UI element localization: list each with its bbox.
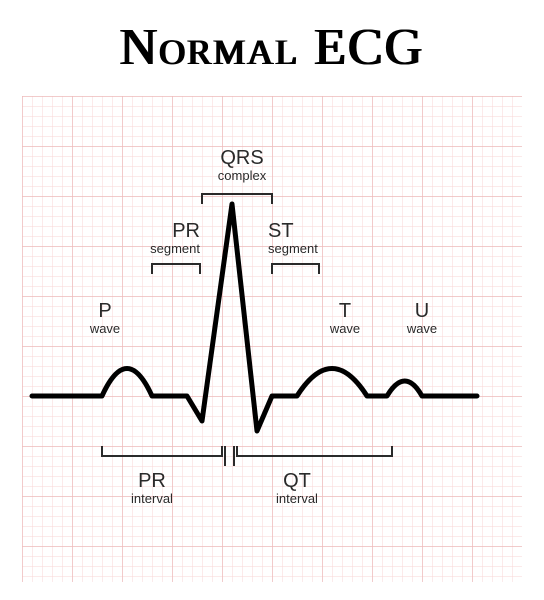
label-p-small: wave [80,322,130,335]
label-qrs-big: QRS [212,148,272,168]
label-qtin-small: interval [267,492,327,505]
grid-background [22,96,522,582]
ecg-grid-panel: QRS complex PR segment ST segment P wave… [22,96,522,582]
label-qtin-big: QT [267,471,327,491]
label-u-wave: U wave [397,301,447,335]
label-p-big: P [80,301,130,321]
label-prin-small: interval [122,492,182,505]
label-qrs-small: complex [212,169,272,182]
label-t-big: T [320,301,370,321]
label-prseg-small: segment [140,242,200,255]
label-u-big: U [397,301,447,321]
label-pr-segment: PR segment [140,221,200,255]
label-p-wave: P wave [80,301,130,335]
label-qt-interval: QT interval [267,471,327,505]
label-qrs-complex: QRS complex [212,148,272,182]
label-stseg-big: ST [268,221,328,241]
label-u-small: wave [397,322,447,335]
label-st-segment: ST segment [268,221,328,255]
label-stseg-small: segment [268,242,328,255]
label-prseg-big: PR [140,221,200,241]
label-pr-interval: PR interval [122,471,182,505]
label-prin-big: PR [122,471,182,491]
label-t-small: wave [320,322,370,335]
page-title: Normal ECG [0,0,544,89]
label-t-wave: T wave [320,301,370,335]
